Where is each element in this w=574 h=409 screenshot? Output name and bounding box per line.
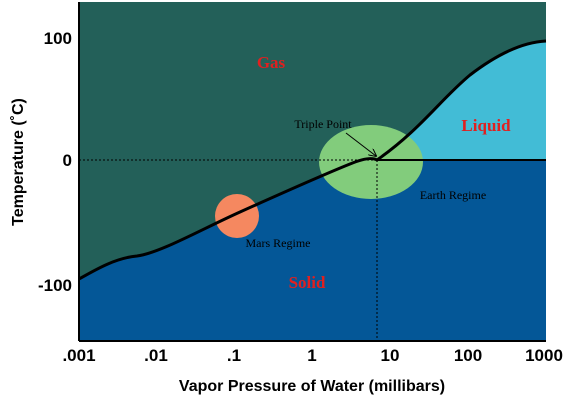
y-tick-label-minus-100: -100 (38, 276, 72, 295)
x-axis-title: Vapor Pressure of Water (millibars) (179, 378, 445, 395)
earth-regime-label: Earth Regime (420, 188, 486, 202)
x-tick-label-0.001: .001 (62, 346, 95, 365)
x-tick-label-0.1: .1 (227, 346, 241, 365)
solid-region (79, 158, 546, 341)
triple-point-arrow (345, 132, 376, 156)
triple-point-label: Triple Point (294, 117, 352, 131)
x-tick-label-10: 10 (381, 346, 400, 365)
y-tick-label-100: 100 (44, 29, 72, 48)
x-tick-label-1: 1 (307, 346, 316, 365)
y-tick-label-0: 0 (63, 151, 72, 170)
liquid-label: Liquid (461, 116, 511, 135)
phase-boundary-curve (78, 39, 547, 281)
mars-regime-circle (215, 194, 259, 238)
liquid-region (377, 41, 546, 160)
mars-regime-label: Mars Regime (246, 236, 311, 250)
x-tick-label-100: 100 (454, 346, 482, 365)
y-axis-title: Temperature (˚C) (10, 98, 27, 226)
x-tick-label-1000: 1000 (525, 346, 563, 365)
solid-label: Solid (289, 273, 326, 292)
x-tick-label-0.01: .01 (144, 346, 168, 365)
gas-label: Gas (257, 53, 286, 72)
